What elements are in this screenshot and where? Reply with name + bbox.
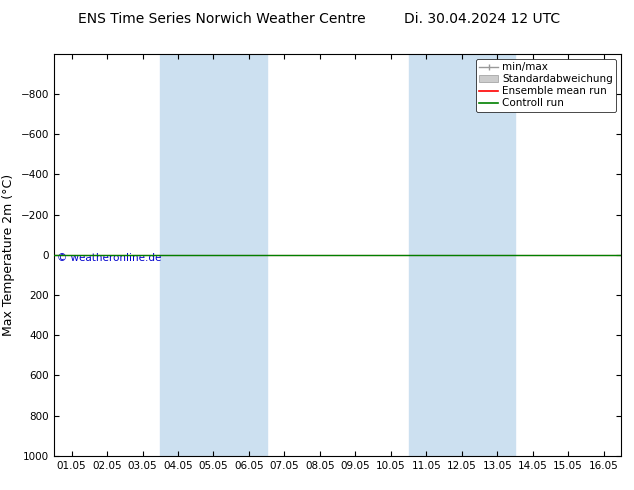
Bar [160, 54, 267, 456]
Y-axis label: Max Temperature 2m (°C): Max Temperature 2m (°C) [2, 174, 15, 336]
Bar [408, 54, 515, 456]
Legend: min/max, Standardabweichung, Ensemble mean run, Controll run: min/max, Standardabweichung, Ensemble me… [476, 59, 616, 112]
Text: Di. 30.04.2024 12 UTC: Di. 30.04.2024 12 UTC [404, 12, 560, 26]
Text: ENS Time Series Norwich Weather Centre: ENS Time Series Norwich Weather Centre [78, 12, 366, 26]
Text: © weatheronline.de: © weatheronline.de [56, 253, 161, 263]
